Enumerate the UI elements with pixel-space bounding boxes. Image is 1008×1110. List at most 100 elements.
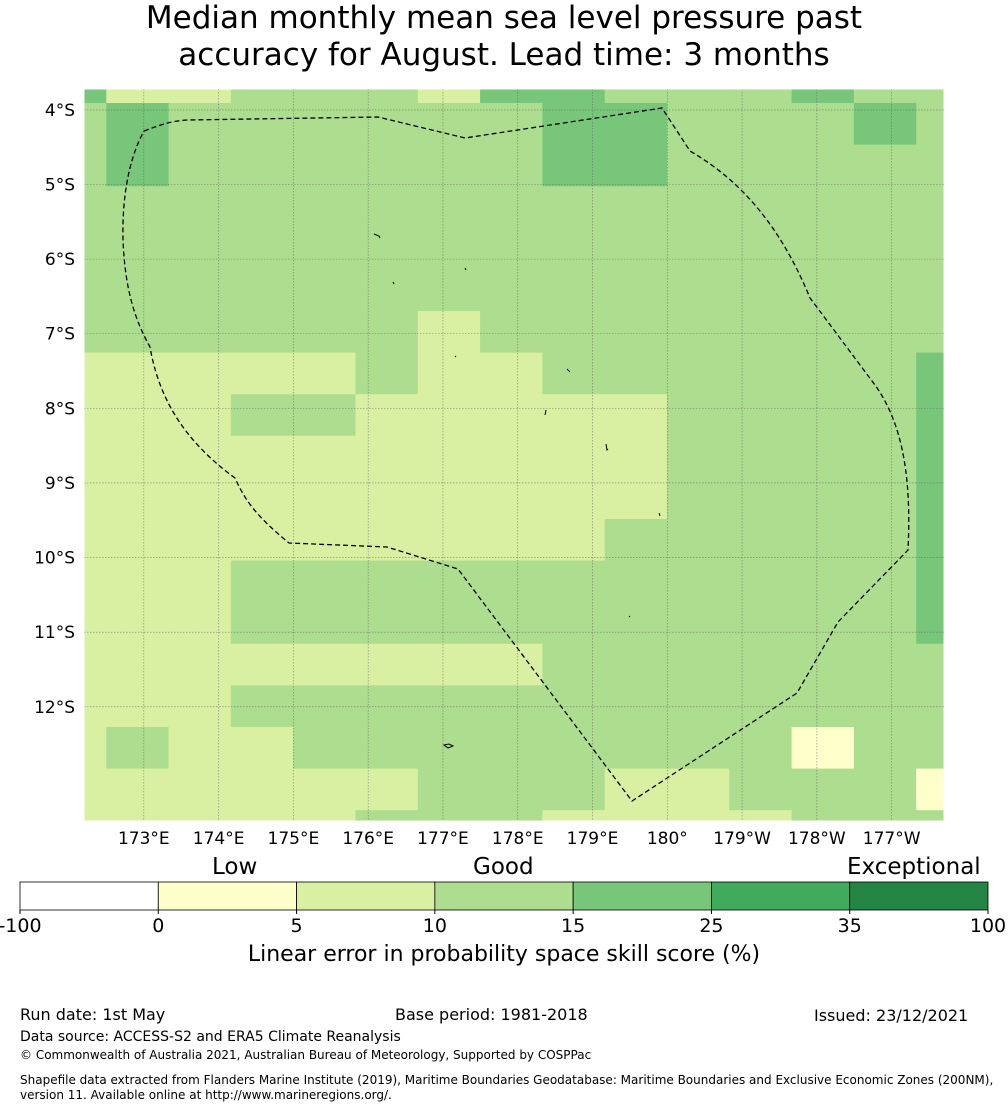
grid-cell — [480, 810, 543, 822]
grid-cell — [480, 560, 543, 603]
grid-cell — [667, 602, 730, 645]
grid-cell — [916, 352, 945, 395]
grid-cell — [916, 560, 945, 603]
grid-cell — [667, 685, 730, 728]
grid-cell — [106, 810, 170, 822]
grid-cell — [293, 352, 356, 395]
grid-cell — [417, 186, 481, 229]
grid-cell — [84, 685, 107, 728]
grid-cell — [791, 89, 855, 104]
grid-cell — [729, 685, 793, 728]
grid-cell — [729, 602, 793, 645]
grid-cell — [293, 519, 356, 562]
grid-cell — [355, 727, 419, 770]
grid-cell — [355, 227, 419, 270]
grid-cell — [729, 227, 793, 270]
grid-cell — [542, 311, 606, 354]
grid-cell — [729, 435, 793, 478]
grid-cell — [355, 602, 419, 645]
grid-cell — [604, 602, 668, 645]
grid-cell — [417, 144, 481, 187]
grid-cell — [542, 186, 606, 229]
grid-cell — [168, 89, 232, 104]
grid-cell — [791, 144, 855, 187]
grid-cell — [355, 685, 419, 728]
grid-cell — [667, 810, 730, 822]
grid-cell — [542, 685, 606, 728]
grid-cell — [916, 311, 945, 354]
grid-cell — [604, 810, 668, 822]
grid-cell — [168, 186, 232, 229]
grid-cell — [853, 186, 917, 229]
grid-cell — [417, 89, 481, 104]
lon-label: 179°E — [567, 829, 619, 849]
grid-cell — [604, 311, 668, 354]
grid-cell — [853, 727, 917, 770]
grid-cell — [791, 103, 855, 146]
grid-cell — [84, 89, 107, 104]
grid-cell — [293, 727, 356, 770]
grid-cell — [791, 685, 855, 728]
grid-cell — [604, 144, 668, 187]
grid-cell — [106, 643, 170, 686]
lon-label: 175°E — [268, 829, 320, 849]
grid-cell — [853, 810, 917, 822]
grid-cell — [293, 311, 356, 354]
grid-cell — [230, 103, 294, 146]
grid-cell — [667, 311, 730, 354]
grid-cell — [84, 352, 107, 395]
grid-cell — [542, 352, 606, 395]
skill-map: 4°S 5°S 6°S 7°S 8°S 9°S 10°S 11°S 12°S 173°E 174°… — [0, 88, 1006, 937]
grid-cell — [230, 144, 294, 187]
grid-cell — [106, 477, 170, 520]
lat-label: 6°S — [45, 250, 75, 270]
grid-cell — [168, 643, 232, 686]
grid-cell — [853, 685, 917, 728]
grid-cell — [916, 477, 945, 520]
grid-cell — [791, 602, 855, 645]
grid-cell — [355, 311, 419, 354]
grid-cell — [293, 435, 356, 478]
grid-cell — [667, 643, 730, 686]
grid-cell — [791, 352, 855, 395]
grid-cell — [293, 186, 356, 229]
grid-cell — [355, 269, 419, 312]
grid-cell — [729, 477, 793, 520]
category-low: Low — [212, 854, 258, 880]
grid-cell — [480, 144, 543, 187]
grid-cell — [604, 103, 668, 146]
grid-cell — [667, 435, 730, 478]
grid-cell — [542, 435, 606, 478]
grid-cell — [604, 768, 668, 811]
grid-cell — [230, 810, 294, 822]
grid-cell — [916, 810, 945, 822]
grid-cell — [106, 144, 170, 187]
grid-cell — [853, 311, 917, 354]
lat-label: 9°S — [45, 474, 75, 494]
grid-cell — [604, 727, 668, 770]
grid-cell — [355, 352, 419, 395]
grid-cell — [355, 810, 419, 822]
grid-cell — [230, 89, 294, 104]
grid-cell — [106, 519, 170, 562]
grid-cell — [480, 685, 543, 728]
grid-cell — [729, 186, 793, 229]
grid-cell — [84, 227, 107, 270]
lon-label: 173°E — [118, 829, 170, 849]
grid-cell — [230, 560, 294, 603]
grid-cell — [604, 269, 668, 312]
grid-cell — [853, 352, 917, 395]
grid-cell — [667, 727, 730, 770]
grid-cell — [791, 435, 855, 478]
grid-cell — [417, 560, 481, 603]
grid-cell — [480, 269, 543, 312]
grid-cell — [106, 89, 170, 104]
grid-cell — [106, 311, 170, 354]
grid-cell — [916, 394, 945, 437]
grid-cell — [542, 103, 606, 146]
grid-cell — [168, 477, 232, 520]
grid-cell — [417, 477, 481, 520]
lat-label: 5°S — [45, 176, 75, 196]
grid-cell — [168, 602, 232, 645]
grid-cell — [293, 394, 356, 437]
